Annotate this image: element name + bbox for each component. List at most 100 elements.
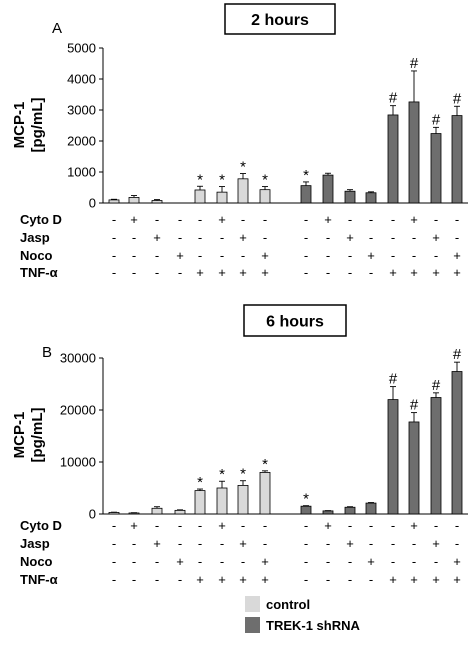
panel1-row-label-1: Jasp — [20, 230, 50, 245]
panel2-bar-trek-1 — [322, 510, 334, 515]
panel1-sign-r3-c1: - — [132, 265, 136, 280]
panel1-row-label-0: Cyto D — [20, 212, 62, 227]
panel1-mark-trek-5: # — [410, 55, 419, 72]
panel1-sign-r3-c3: - — [178, 265, 182, 280]
panel1-sign-r2-c9: - — [326, 248, 330, 263]
panel1-sign-r0-c6: - — [241, 212, 245, 227]
panel2-sign-r1-c9: - — [326, 536, 330, 551]
panel2-sign-r0-c6: - — [241, 518, 245, 533]
panel2-sign-r1-c10: + — [346, 536, 354, 551]
panel1-sign-r2-c11: + — [367, 248, 375, 263]
panel2-sign-r3-c0: - — [112, 572, 116, 587]
panel1-sign-r0-c14: - — [434, 212, 438, 227]
panel2-sign-r2-c12: - — [391, 554, 395, 569]
panel1-ytick-label-4: 4000 — [67, 72, 96, 87]
panel2-title-box — [243, 304, 347, 337]
panel2-sign-r1-c11: - — [369, 536, 373, 551]
panel1-sign-r1-c12: - — [391, 230, 395, 245]
panel2-mark-trek-0: * — [303, 491, 309, 508]
panel1-sign-r3-c2: - — [155, 265, 159, 280]
panel2-sign-r1-c15: - — [455, 536, 459, 551]
panel2-sign-r0-c14: - — [434, 518, 438, 533]
panel1-sign-r1-c6: + — [239, 230, 247, 245]
panel1-sign-r1-c14: + — [432, 230, 440, 245]
panel1-sign-r3-c7: + — [261, 265, 269, 280]
panel2-sign-r2-c9: - — [326, 554, 330, 569]
panel2-row-label-0: Cyto D — [20, 518, 62, 533]
panel1-mark-control-7: * — [262, 172, 268, 189]
panel1-mark-control-5: * — [219, 172, 225, 189]
panel1-bar-trek-7 — [451, 115, 463, 204]
panel2-row-label-1: Jasp — [20, 536, 50, 551]
panel2-bar-trek-3 — [365, 502, 377, 515]
panel1-bar-trek-3 — [365, 192, 377, 204]
panel2-sign-r1-c2: + — [153, 536, 161, 551]
panel2-bar-control-7 — [259, 471, 271, 515]
panel1-bar-control-1 — [128, 197, 140, 204]
panel2-mark-control-6: * — [240, 466, 246, 483]
panel2-sign-r2-c6: - — [241, 554, 245, 569]
panel2-sign-r3-c5: + — [218, 572, 226, 587]
panel1-ylabel: MCP-1[pg/mL] — [11, 98, 46, 153]
panel2-sign-r2-c15: + — [453, 554, 461, 569]
panel2-mark-trek-4: # — [389, 371, 398, 388]
panel1-sign-r3-c10: - — [348, 265, 352, 280]
panel2-bar-control-3 — [174, 509, 186, 515]
panel1-bar-trek-1 — [322, 174, 334, 204]
panel1-sign-r3-c14: + — [432, 265, 440, 280]
panel2-sign-r3-c1: - — [132, 572, 136, 587]
panel2-bar-control-5 — [216, 487, 228, 515]
panel1-sign-r0-c0: - — [112, 212, 116, 227]
panel1-bar-control-6 — [237, 178, 249, 204]
panel1-sign-r0-c12: - — [391, 212, 395, 227]
panel2-sign-r0-c12: - — [391, 518, 395, 533]
panel2-sign-r0-c5: + — [218, 518, 226, 533]
panel1-mark-trek-0: * — [303, 167, 309, 184]
panel2-sign-r2-c1: - — [132, 554, 136, 569]
panel1-sign-r3-c15: + — [453, 265, 461, 280]
panel2-ytick-label-0: 0 — [89, 507, 96, 522]
panel1-sign-r1-c3: - — [178, 230, 182, 245]
panel1-title: 2 hours — [251, 12, 309, 29]
panel1-sign-r3-c9: - — [326, 265, 330, 280]
panel1-sign-r2-c1: - — [132, 248, 136, 263]
panel1-sign-r1-c10: + — [346, 230, 354, 245]
panel2-sign-r2-c11: + — [367, 554, 375, 569]
panel2-sign-r1-c13: - — [412, 536, 416, 551]
panel1-bar-control-2 — [151, 200, 163, 204]
panel2-sign-r2-c4: - — [198, 554, 202, 569]
panel2-ylabel-line2: [pg/mL] — [29, 408, 46, 463]
panel2-mark-trek-6: # — [432, 377, 441, 394]
panel1-mark-control-4: * — [197, 171, 203, 188]
panel2-sign-r3-c2: - — [155, 572, 159, 587]
panel1-bar-trek-2 — [344, 190, 356, 204]
panel2-row-label-2: Noco — [20, 554, 53, 569]
panel2-sign-r3-c12: + — [389, 572, 397, 587]
panel2-sign-r1-c12: - — [391, 536, 395, 551]
panel1-sign-r1-c5: - — [220, 230, 224, 245]
panel1-sign-r0-c9: + — [324, 212, 332, 227]
panel2-bar-control-2 — [151, 507, 163, 515]
panel1-title-box — [224, 3, 336, 35]
panel1-sign-r1-c11: - — [369, 230, 373, 245]
panel1-sign-r1-c1: - — [132, 230, 136, 245]
panel1-bar-control-0 — [108, 199, 120, 204]
panel1-ytick-label-2: 2000 — [67, 134, 96, 149]
panel2-sign-r0-c9: + — [324, 518, 332, 533]
panel2-mark-trek-7: # — [453, 346, 462, 363]
panel2-sign-r3-c3: - — [178, 572, 182, 587]
panel2-sign-r2-c2: - — [155, 554, 159, 569]
panel1-sign-r2-c13: - — [412, 248, 416, 263]
panel1-sign-r0-c1: + — [130, 212, 138, 227]
panel1-sign-r1-c7: - — [263, 230, 267, 245]
panel2-bar-trek-2 — [344, 506, 356, 515]
panel2-sign-r0-c0: - — [112, 518, 116, 533]
panel2-sign-r0-c2: - — [155, 518, 159, 533]
panel1-sign-r2-c15: + — [453, 248, 461, 263]
panel1-sign-r3-c5: + — [218, 265, 226, 280]
panel2-ylabel-line1: MCP-1 — [11, 412, 28, 459]
panel2-ytick-label-1: 10000 — [60, 455, 96, 470]
panel1-sign-r2-c4: - — [198, 248, 202, 263]
panel2-sign-r3-c7: + — [261, 572, 269, 587]
